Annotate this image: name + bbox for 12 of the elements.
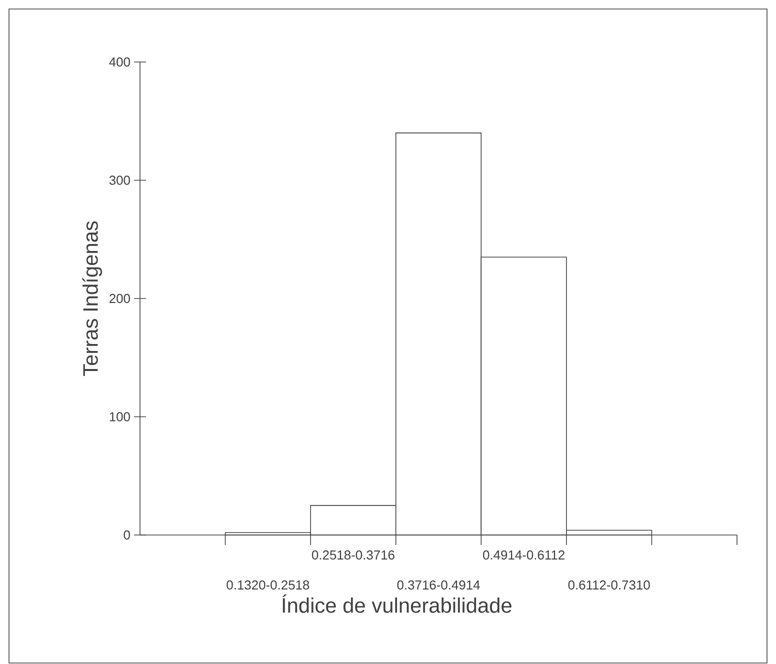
x-tick-label: 0.6112-0.7310 (568, 580, 650, 590)
y-tick-label: 100 (110, 412, 130, 422)
x-tick-label: 0.2518-0.3716 (312, 550, 394, 560)
x-tick-label: 0.3716-0.4914 (397, 580, 480, 590)
x-tick-label: 0.4914-0.6112 (483, 550, 564, 560)
y-tick-label: 200 (110, 294, 130, 304)
y-tick-label: 400 (109, 57, 130, 67)
y-tick-label: 0 (124, 530, 130, 540)
y-tick-label: 300 (109, 176, 130, 185)
x-axis-title: Índice de vulnerabilidade (282, 594, 512, 613)
x-tick-label: 0.1320-0.2518 (226, 580, 310, 590)
y-axis-title: Terras Indígenas (82, 221, 102, 376)
